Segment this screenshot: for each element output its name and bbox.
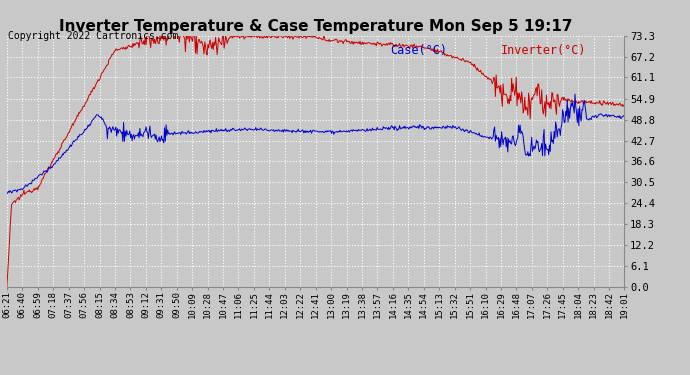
Text: Case(°C): Case(°C) xyxy=(390,44,447,57)
Title: Inverter Temperature & Case Temperature Mon Sep 5 19:17: Inverter Temperature & Case Temperature … xyxy=(59,20,573,34)
Text: Inverter(°C): Inverter(°C) xyxy=(501,44,586,57)
Text: Copyright 2022 Cartronics.com: Copyright 2022 Cartronics.com xyxy=(8,32,179,41)
